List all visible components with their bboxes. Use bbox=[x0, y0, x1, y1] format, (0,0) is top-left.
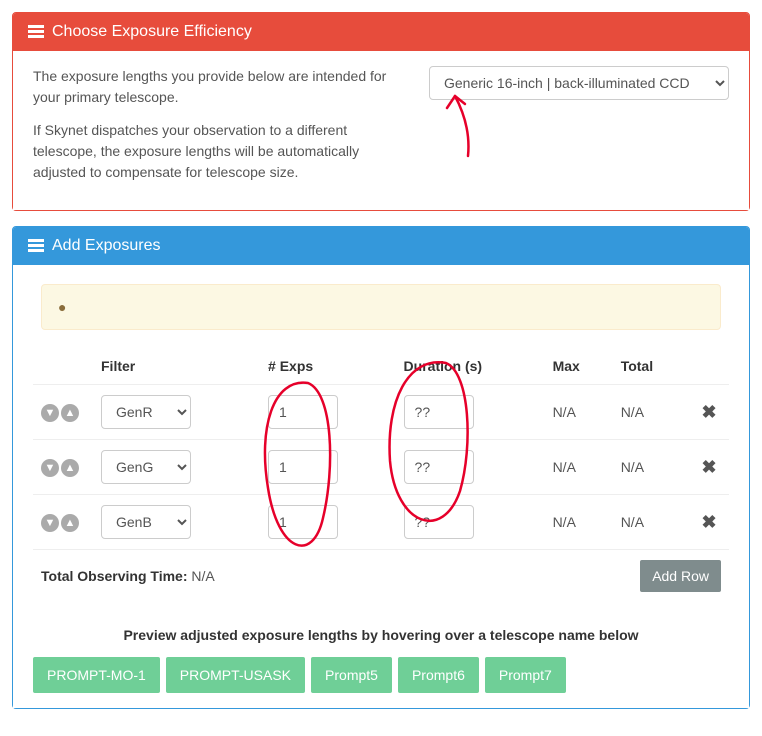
telescope-button[interactable]: Prompt5 bbox=[311, 657, 392, 693]
efficiency-para1: The exposure lengths you provide below a… bbox=[33, 66, 404, 108]
col-max: Max bbox=[545, 348, 613, 385]
max-cell: N/A bbox=[545, 385, 613, 440]
total-observing-value: N/A bbox=[191, 568, 214, 584]
move-down-icon[interactable]: ▼ bbox=[41, 514, 59, 532]
total-cell: N/A bbox=[613, 495, 689, 550]
telescope-button[interactable]: Prompt6 bbox=[398, 657, 479, 693]
move-down-icon[interactable]: ▼ bbox=[41, 404, 59, 422]
col-duration: Duration (s) bbox=[396, 348, 545, 385]
table-row: ▼▲GenGN/AN/A✖ bbox=[33, 440, 729, 495]
add-row-button[interactable]: Add Row bbox=[640, 560, 721, 592]
table-row: ▼▲GenBN/AN/A✖ bbox=[33, 495, 729, 550]
filter-select[interactable]: GenG bbox=[101, 450, 191, 484]
col-filter: Filter bbox=[93, 348, 260, 385]
col-exps: # Exps bbox=[260, 348, 396, 385]
efficiency-select[interactable]: Generic 16-inch | back-illuminated CCD bbox=[429, 66, 729, 100]
add-exposures-panel: Add Exposures ● Filter # Exps Duration (… bbox=[12, 226, 750, 709]
exposures-heading: Add Exposures bbox=[13, 227, 749, 265]
exposures-table: Filter # Exps Duration (s) Max Total ▼▲G… bbox=[33, 348, 729, 602]
warning-alert: ● bbox=[41, 284, 721, 330]
efficiency-para2: If Skynet dispatches your observation to… bbox=[33, 120, 404, 183]
efficiency-title: Choose Exposure Efficiency bbox=[52, 23, 252, 41]
move-up-icon[interactable]: ▲ bbox=[61, 514, 79, 532]
move-up-icon[interactable]: ▲ bbox=[61, 404, 79, 422]
move-up-icon[interactable]: ▲ bbox=[61, 459, 79, 477]
col-total: Total bbox=[613, 348, 689, 385]
filter-select[interactable]: GenB bbox=[101, 505, 191, 539]
exposures-body: ● Filter # Exps Duration (s) Max Total ▼… bbox=[13, 265, 749, 708]
efficiency-select-wrap: Generic 16-inch | back-illuminated CCD bbox=[429, 66, 729, 100]
table-row: ▼▲GenRN/AN/A✖ bbox=[33, 385, 729, 440]
exposures-title: Add Exposures bbox=[52, 237, 161, 255]
telescope-button[interactable]: Prompt7 bbox=[485, 657, 566, 693]
telescope-button[interactable]: PROMPT-USASK bbox=[166, 657, 305, 693]
total-observing-label: Total Observing Time: bbox=[41, 568, 188, 584]
duration-input[interactable] bbox=[404, 395, 474, 429]
duration-input[interactable] bbox=[404, 450, 474, 484]
exposure-efficiency-panel: Choose Exposure Efficiency The exposure … bbox=[12, 12, 750, 211]
move-down-icon[interactable]: ▼ bbox=[41, 459, 59, 477]
telescope-buttons: PROMPT-MO-1PROMPT-USASKPrompt5Prompt6Pro… bbox=[33, 657, 729, 693]
filter-select[interactable]: GenR bbox=[101, 395, 191, 429]
duration-input[interactable] bbox=[404, 505, 474, 539]
telescope-button[interactable]: PROMPT-MO-1 bbox=[33, 657, 160, 693]
warning-icon: ● bbox=[58, 299, 66, 315]
list-icon bbox=[28, 25, 44, 39]
max-cell: N/A bbox=[545, 495, 613, 550]
delete-row-icon[interactable]: ✖ bbox=[689, 495, 729, 550]
delete-row-icon[interactable]: ✖ bbox=[689, 440, 729, 495]
exps-input[interactable] bbox=[268, 505, 338, 539]
max-cell: N/A bbox=[545, 440, 613, 495]
efficiency-description: The exposure lengths you provide below a… bbox=[33, 66, 404, 195]
efficiency-heading: Choose Exposure Efficiency bbox=[13, 13, 749, 51]
total-cell: N/A bbox=[613, 385, 689, 440]
preview-instruction: Preview adjusted exposure lengths by hov… bbox=[33, 627, 729, 643]
efficiency-body: The exposure lengths you provide below a… bbox=[13, 51, 749, 210]
list-icon bbox=[28, 239, 44, 253]
delete-row-icon[interactable]: ✖ bbox=[689, 385, 729, 440]
exps-input[interactable] bbox=[268, 395, 338, 429]
exps-input[interactable] bbox=[268, 450, 338, 484]
total-cell: N/A bbox=[613, 440, 689, 495]
